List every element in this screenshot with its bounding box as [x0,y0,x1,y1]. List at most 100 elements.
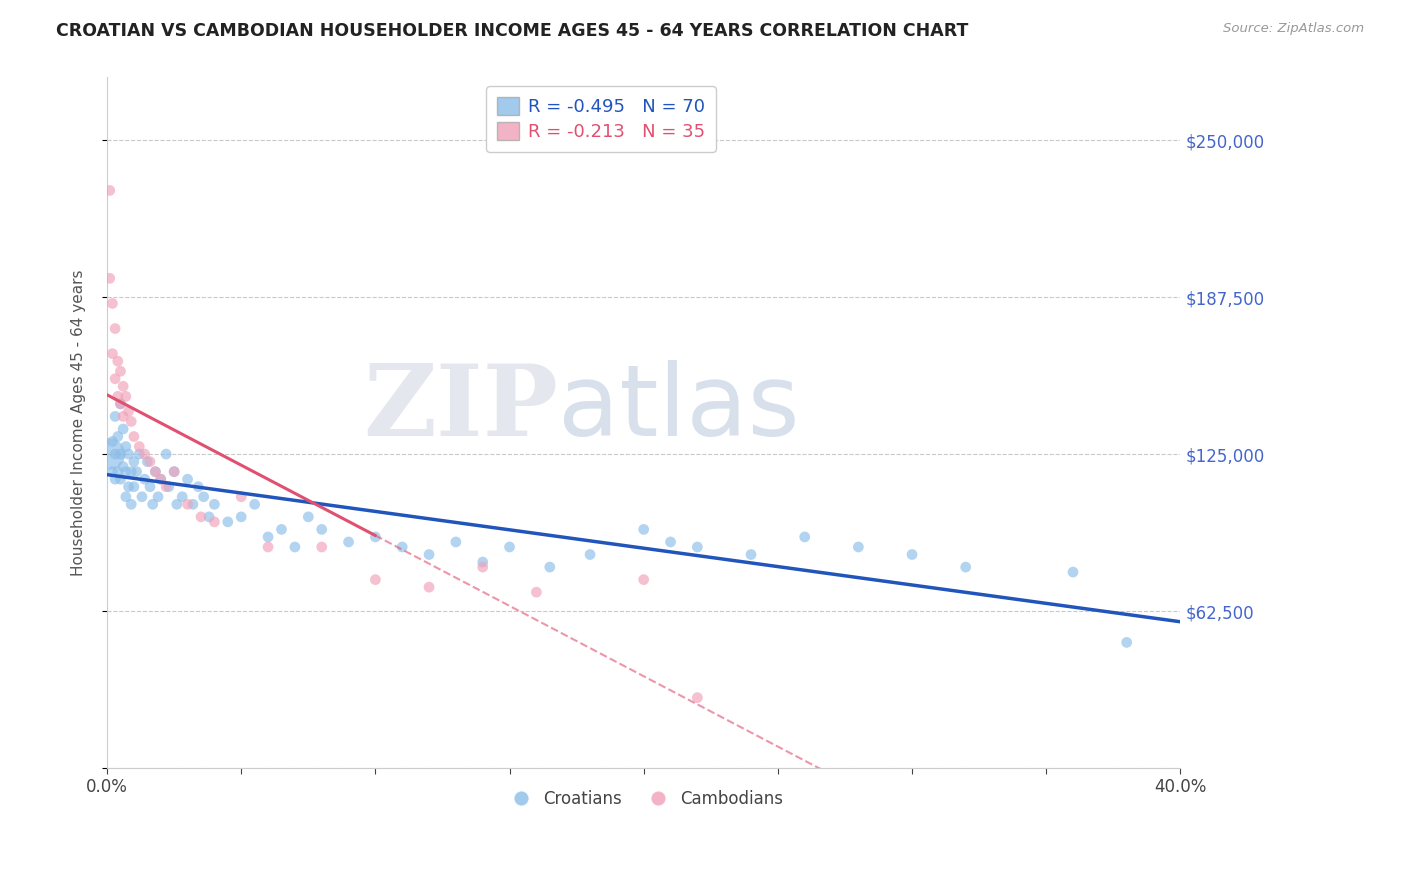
Point [134,472,156,486]
Point [659,535,682,549]
Point [98,447,121,461]
Point [98,271,121,285]
Point [538,560,561,574]
Point [471,560,494,574]
Point [145,465,167,479]
Point [418,580,440,594]
Point [311,540,333,554]
Point [176,472,198,486]
Point [193,490,215,504]
Point [131,490,153,504]
Point [793,530,815,544]
Point [117,447,139,461]
Point [166,497,188,511]
Point [163,465,186,479]
Point [202,515,225,529]
Point [110,472,132,486]
Point [311,523,333,537]
Point [104,409,127,424]
Point [231,490,253,504]
Point [107,429,129,443]
Point [136,455,159,469]
Point [107,354,129,368]
Point [686,540,709,554]
Point [128,447,150,461]
Point [101,434,124,449]
Point [117,404,139,418]
Point [284,540,307,554]
Point [107,389,129,403]
Point [955,560,977,574]
Legend: Croatians, Cambodians: Croatians, Cambodians [498,783,790,815]
Point [110,447,132,461]
Point [149,472,172,486]
Point [101,346,124,360]
Point [163,465,186,479]
Point [848,540,870,554]
Point [297,509,319,524]
Point [112,379,135,393]
Point [364,573,387,587]
Point [187,480,209,494]
Point [120,414,142,428]
Point [190,509,212,524]
Point [337,535,360,549]
Point [471,555,494,569]
Point [217,515,239,529]
Point [198,509,221,524]
Point [107,465,129,479]
Point [155,480,177,494]
Point [364,530,387,544]
Point [444,535,467,549]
Point [524,585,547,599]
Point [579,548,602,562]
Point [110,364,132,378]
Point [231,509,253,524]
Point [418,548,440,562]
Point [104,372,127,386]
Point [139,455,162,469]
Point [104,472,127,486]
Point [740,548,762,562]
Point [115,389,138,403]
Point [1115,635,1137,649]
Point [101,296,124,310]
Point [155,447,177,461]
Point [122,429,145,443]
Point [115,465,138,479]
Point [142,497,165,511]
Point [176,497,198,511]
Point [120,465,142,479]
Point [139,480,162,494]
Point [112,459,135,474]
Point [101,465,124,479]
Point [257,530,280,544]
Point [243,497,266,511]
Point [391,540,413,554]
Point [149,472,172,486]
Point [104,321,127,335]
Point [1062,565,1084,579]
Point [146,490,169,504]
Point [104,447,127,461]
Point [633,573,655,587]
Point [270,523,292,537]
Point [110,397,132,411]
Text: ZIP: ZIP [363,360,558,458]
Point [115,440,138,454]
Text: Source: ZipAtlas.com: Source: ZipAtlas.com [1223,22,1364,36]
Point [98,183,121,197]
Point [122,455,145,469]
Point [157,480,180,494]
Point [498,540,520,554]
Point [633,523,655,537]
Point [134,447,156,461]
Point [257,540,280,554]
Point [202,497,225,511]
Text: atlas: atlas [558,360,800,458]
Point [686,690,709,705]
Point [112,409,135,424]
Point [901,548,924,562]
Point [122,480,145,494]
Point [115,490,138,504]
